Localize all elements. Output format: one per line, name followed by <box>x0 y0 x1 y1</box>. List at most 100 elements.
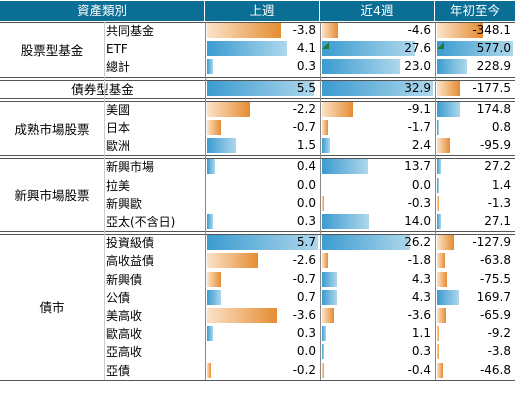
value-text: -0.2 <box>292 362 316 377</box>
value-text: 577.0 <box>476 41 511 56</box>
value-text: 5.7 <box>296 235 316 250</box>
value-text: 1.5 <box>296 138 316 153</box>
value-cell: -1.3 <box>436 195 514 212</box>
value-text: 0.3 <box>296 214 316 228</box>
value-text: 0.3 <box>411 344 431 359</box>
value-text: -0.7 <box>292 271 316 286</box>
row-label: ETF <box>106 42 128 57</box>
row-label: 日本 <box>106 121 131 135</box>
section-divider <box>0 155 515 156</box>
negative-data-bar <box>437 23 483 38</box>
label-divider <box>104 22 105 380</box>
row-label: 新興歐 <box>106 196 143 211</box>
value-text: 0.8 <box>491 120 511 134</box>
value-text: 0.0 <box>296 195 316 210</box>
value-text: -63.8 <box>479 253 511 268</box>
row-label: 美國 <box>106 102 131 117</box>
value-cell: 577.0 <box>436 40 514 57</box>
value-cell: 26.2 <box>321 234 434 251</box>
value-text: 0.0 <box>296 177 316 192</box>
value-cell: 32.9 <box>321 80 434 97</box>
value-cell: -0.7 <box>206 119 319 136</box>
positive-data-bar <box>322 271 337 287</box>
positive-data-bar <box>437 59 468 75</box>
value-text: 228.9 <box>476 59 511 74</box>
value-cell: 0.3 <box>321 343 434 360</box>
value-text: -0.3 <box>407 195 431 210</box>
row-label: 拉美 <box>106 178 131 193</box>
positive-data-bar <box>322 80 433 96</box>
value-cell: 0.3 <box>206 58 319 75</box>
value-text: -1.3 <box>487 195 511 210</box>
value-cell: -63.8 <box>436 252 514 269</box>
positive-data-bar <box>437 214 441 229</box>
value-text: -95.9 <box>479 138 511 153</box>
positive-data-bar <box>322 214 370 229</box>
value-cell: 228.9 <box>436 58 514 75</box>
value-cell: -9.1 <box>321 101 434 118</box>
positive-data-bar <box>437 289 460 305</box>
row-label: 投資級債 <box>106 236 155 251</box>
negative-data-bar <box>207 362 211 378</box>
value-cell: 0.7 <box>206 289 319 306</box>
value-text: 32.9 <box>404 80 431 95</box>
value-text: 169.7 <box>476 289 511 304</box>
negative-data-bar <box>322 195 324 211</box>
value-cell: -127.9 <box>436 234 514 251</box>
negative-data-bar <box>437 308 446 323</box>
row-label: 總計 <box>106 60 131 75</box>
value-cell: -3.6 <box>321 307 434 324</box>
value-text: -9.1 <box>407 101 431 116</box>
positive-data-bar <box>437 159 441 175</box>
value-cell: -0.7 <box>206 271 319 288</box>
value-text: 23.0 <box>404 59 431 74</box>
value-cell: -177.5 <box>436 80 514 97</box>
positive-data-bar <box>207 41 287 57</box>
value-text: -3.8 <box>292 23 316 37</box>
value-text: 0.7 <box>296 289 316 304</box>
value-text: -127.9 <box>472 235 511 250</box>
header-last-week: 上週 <box>205 1 319 21</box>
positive-data-bar <box>322 59 400 75</box>
value-cell: -75.5 <box>436 271 514 288</box>
value-text: -0.4 <box>407 362 431 377</box>
negative-data-bar <box>207 101 250 117</box>
negative-data-bar <box>437 362 444 378</box>
value-text: -3.6 <box>292 308 316 322</box>
negative-data-bar <box>207 271 221 287</box>
value-text: 27.1 <box>484 214 511 228</box>
positive-data-bar <box>207 289 221 305</box>
value-cell: -3.8 <box>436 343 514 360</box>
section-divider <box>0 158 515 159</box>
value-cell: -348.1 <box>436 22 514 39</box>
negative-data-bar <box>322 308 335 323</box>
negative-data-bar <box>207 308 278 323</box>
value-text: -0.7 <box>292 120 316 134</box>
value-cell: 4.1 <box>206 40 319 57</box>
value-cell: 23.0 <box>321 58 434 75</box>
value-text: 13.7 <box>404 159 431 174</box>
value-cell: 5.5 <box>206 80 319 97</box>
section-divider <box>0 380 515 381</box>
value-text: -2.6 <box>292 253 316 268</box>
row-label: 亞債 <box>106 363 131 378</box>
negative-data-bar <box>322 362 324 378</box>
value-cell: 4.3 <box>321 289 434 306</box>
section-divider <box>0 77 515 78</box>
negative-data-bar <box>207 253 258 269</box>
value-text: 0.3 <box>296 59 316 74</box>
value-text: 27.2 <box>484 159 511 174</box>
positive-data-bar <box>322 41 416 57</box>
section-divider <box>0 22 515 23</box>
positive-data-bar <box>207 80 315 96</box>
positive-data-bar <box>207 59 213 75</box>
value-cell: -2.2 <box>206 101 319 118</box>
value-cell: -4.6 <box>321 22 434 39</box>
column-divider <box>320 22 321 380</box>
value-text: -2.2 <box>292 101 316 116</box>
value-cell: 2.4 <box>321 137 434 154</box>
value-text: -46.8 <box>479 362 511 377</box>
value-cell: -46.8 <box>436 362 514 379</box>
value-cell: 1.1 <box>321 325 434 342</box>
